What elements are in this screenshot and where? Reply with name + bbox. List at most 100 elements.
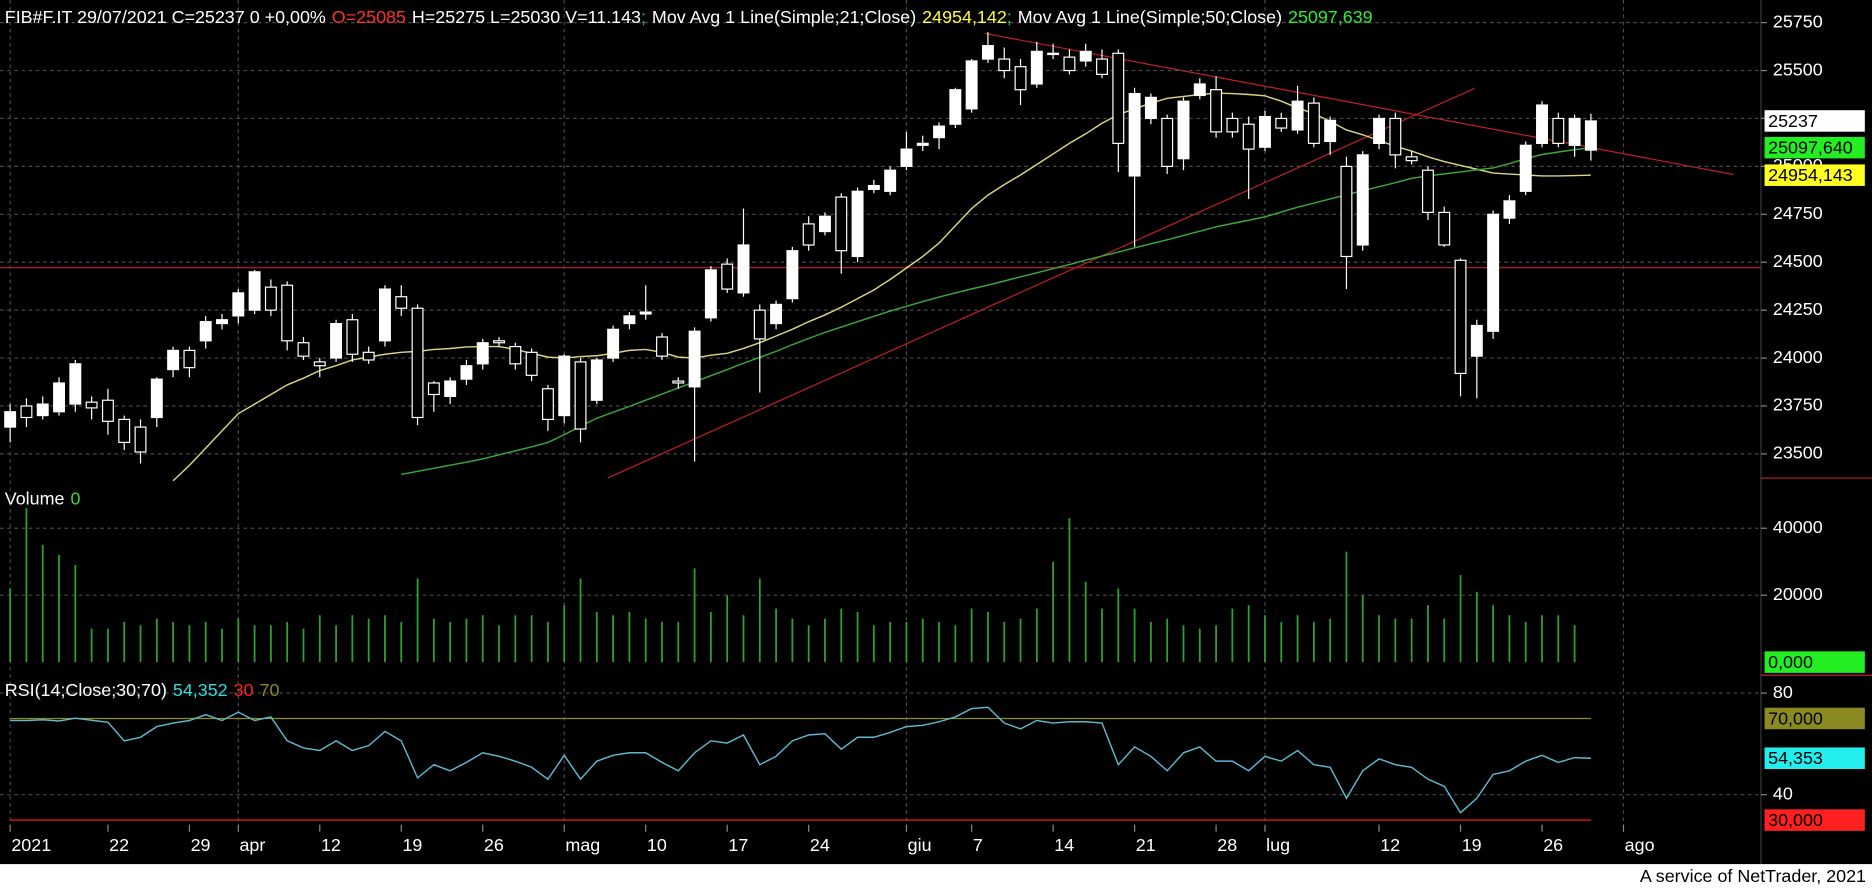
volume-bar xyxy=(1052,561,1055,663)
volume-bar xyxy=(1133,608,1136,663)
header-part: 54,352 xyxy=(173,680,228,700)
header-part: 24954,142 xyxy=(922,7,1007,27)
candle-body xyxy=(1030,50,1043,85)
volume-bar xyxy=(1573,625,1576,663)
volume-bar xyxy=(1475,591,1478,663)
candle-body xyxy=(216,319,228,325)
candle-body xyxy=(998,58,1011,72)
volume-bar xyxy=(954,625,957,663)
candle-body xyxy=(1536,104,1548,144)
volume-bar xyxy=(1557,615,1560,663)
candle-body xyxy=(916,142,929,146)
volume-bar xyxy=(9,588,12,663)
candle-body xyxy=(1519,144,1532,192)
volume-bar xyxy=(1215,625,1217,663)
header-part: 25097,639 xyxy=(1288,7,1373,27)
volume-bar xyxy=(1280,621,1283,663)
candle-body xyxy=(541,388,554,421)
y-tick-label: 23750 xyxy=(1773,395,1823,415)
y-tick-label: 24000 xyxy=(1773,347,1823,367)
header-part: Mov Avg 1 Line(Simple;50;Close) xyxy=(1018,7,1282,27)
volume-bar xyxy=(644,618,647,663)
header-part: RSI(14;Close;30;70) xyxy=(5,680,167,700)
volume-bar xyxy=(1459,575,1462,663)
panel-header: RSI(14;Close;30;70) 54,352 30 70 xyxy=(5,680,280,700)
value-box-label: 24954,143 xyxy=(1768,165,1853,185)
volume-bar xyxy=(840,608,843,663)
volume-bar xyxy=(188,625,191,663)
x-tick-label: 12 xyxy=(1380,835,1400,855)
candle-body xyxy=(1242,123,1255,150)
candle-body xyxy=(574,361,587,430)
candle-body xyxy=(1340,165,1353,258)
header-part: ; xyxy=(641,7,646,27)
volume-bar xyxy=(628,611,631,663)
volume-bar xyxy=(1508,615,1511,663)
candle-body xyxy=(150,378,163,419)
x-tick-label: 7 xyxy=(973,835,983,855)
candle-body xyxy=(281,284,294,342)
candle-body xyxy=(1144,96,1157,120)
volume-bar xyxy=(1198,628,1201,663)
header-part: H=25275 L=25030 V=11.143 xyxy=(412,7,641,27)
y-tick-label: 24250 xyxy=(1773,299,1823,319)
x-tick-label: 10 xyxy=(647,835,667,855)
volume-bar xyxy=(856,611,859,663)
level-box xyxy=(1764,809,1865,831)
moving-average-line xyxy=(172,92,1591,482)
candle-body xyxy=(770,303,783,325)
candle-body xyxy=(509,345,522,365)
volume-bar xyxy=(123,621,126,663)
candle-body xyxy=(134,426,147,453)
trend-line xyxy=(984,32,1734,176)
volume-bar xyxy=(1264,615,1266,663)
x-tick-label: 24 xyxy=(810,835,830,855)
x-tick-label: ago xyxy=(1625,835,1655,855)
candle-body xyxy=(981,45,994,60)
candle-body xyxy=(362,351,375,361)
value-box xyxy=(1764,651,1865,673)
candle-body xyxy=(1584,120,1597,151)
x-tick-label: 12 xyxy=(321,835,341,855)
volume-bar xyxy=(987,611,989,663)
volume-bar xyxy=(1492,605,1495,663)
volume-bar xyxy=(335,625,337,663)
x-tick-label: 21 xyxy=(1136,835,1156,855)
candle-body xyxy=(1193,83,1206,97)
volume-bar xyxy=(726,595,729,663)
volume-bar xyxy=(1524,621,1527,663)
candle-body xyxy=(900,148,913,167)
candle-body xyxy=(525,351,538,376)
header-part: ; xyxy=(1007,7,1012,27)
candle-body xyxy=(851,190,864,258)
volume-bar xyxy=(1231,608,1234,663)
x-tick-label: 14 xyxy=(1054,835,1074,855)
volume-bar xyxy=(269,625,272,663)
candle-body xyxy=(4,411,17,428)
x-tick-label: 29 xyxy=(191,835,211,855)
x-tick-label: apr xyxy=(239,835,265,855)
candle-body xyxy=(949,89,962,125)
volume-bar xyxy=(155,618,158,663)
volume-bar xyxy=(367,618,370,663)
candle-body xyxy=(101,399,114,422)
volume-bar xyxy=(970,608,973,663)
candle-body xyxy=(199,321,212,342)
volume-bar xyxy=(1345,551,1348,663)
moving-average-line xyxy=(401,146,1591,476)
candle-body xyxy=(721,263,734,290)
candle-body xyxy=(607,328,620,359)
header-part: Volume xyxy=(5,488,65,508)
y-tick-label: 20000 xyxy=(1773,584,1823,604)
candle-body xyxy=(1454,259,1467,374)
volume-bar xyxy=(921,618,924,663)
header-part: 30 xyxy=(234,680,254,700)
candle-body xyxy=(623,315,636,325)
candle-body xyxy=(1079,50,1092,62)
volume-bar xyxy=(791,618,794,663)
header-part: FIB#F.IT 29/07/2021 C=25237 0 +0,00% xyxy=(5,7,326,27)
candle-body xyxy=(753,309,766,340)
volume-bar xyxy=(514,615,517,663)
